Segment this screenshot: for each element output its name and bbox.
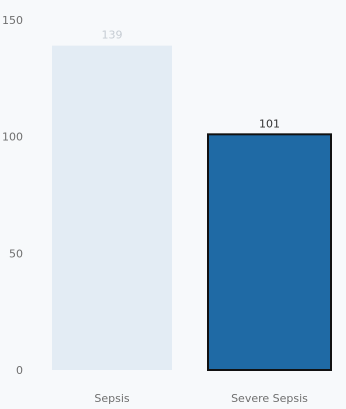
x-tick-label: Severe Sepsis [231,392,308,405]
y-tick-label: 0 [16,364,23,377]
bar-data-label: 139 [102,29,123,42]
bar-data-label: 101 [259,117,280,130]
bar-severe-sepsis[interactable] [207,133,332,371]
y-tick-label: 100 [2,131,23,144]
y-tick-label: 150 [2,14,23,27]
bars [52,45,332,371]
y-axis: 0 50 100 150 [2,14,23,377]
bar-sepsis[interactable] [52,45,172,371]
x-axis: Sepsis Severe Sepsis [94,392,308,405]
y-tick-label: 50 [9,247,23,260]
bar-data-labels: 139 101 [102,29,281,131]
x-tick-label: Sepsis [94,392,130,405]
